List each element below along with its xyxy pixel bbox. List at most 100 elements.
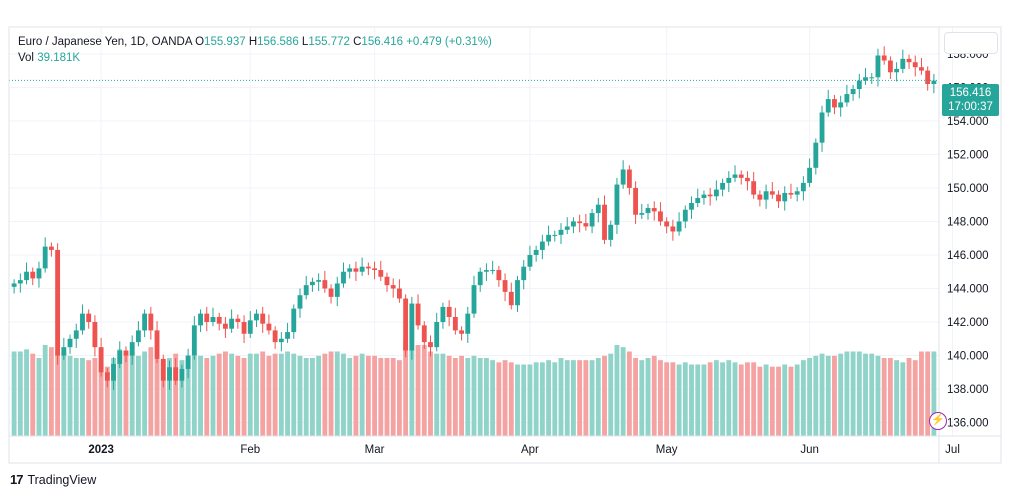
volume-bar [42, 345, 48, 436]
y-tick-label: 136.000 [947, 418, 989, 430]
volume-bar [788, 366, 794, 436]
volume-bar [403, 340, 409, 436]
candle-body [365, 266, 371, 269]
volume-bar [179, 360, 185, 436]
volume-bar [229, 353, 235, 436]
candle-body [807, 167, 813, 183]
volume-bar [142, 351, 148, 436]
volume-bar [608, 353, 614, 436]
candle-body [347, 268, 353, 272]
volume-bar [726, 360, 732, 436]
volume-bar [390, 358, 396, 436]
candle-body [484, 270, 489, 272]
candle-body [260, 313, 266, 324]
volume-bar [309, 358, 315, 436]
candle-body [173, 367, 179, 381]
candle-body [278, 338, 284, 343]
candle-body [620, 169, 626, 185]
candle-body [658, 211, 663, 222]
volume-bar [17, 351, 23, 436]
volume-bar [925, 351, 931, 436]
candle-body [738, 174, 744, 178]
candle-body [160, 358, 166, 381]
time-axis[interactable]: 2023 Feb Mar Apr May Jun Jul [88, 444, 960, 456]
candle-body [838, 102, 844, 108]
volume-bar [148, 347, 154, 436]
ohlc-row: Euro / Japanese Yen, 1D, OANDA O155.937 … [18, 34, 492, 50]
volume-bar [738, 364, 744, 436]
candle-body [720, 182, 726, 190]
candle-body [378, 270, 384, 277]
symbol-title[interactable]: Euro / Japanese Yen, 1D, OANDA [18, 36, 192, 48]
candle-body [477, 271, 483, 286]
volume-bar [813, 355, 819, 436]
y-tick-label: 140.000 [947, 351, 989, 363]
candle-body [316, 280, 322, 282]
candle-body [745, 177, 750, 182]
candle-body [776, 194, 781, 202]
volume-bar [825, 355, 831, 436]
candle-body [471, 285, 477, 314]
candle-body [695, 197, 701, 204]
candle-body [452, 316, 458, 331]
candle-body [589, 213, 595, 227]
candle-body [732, 174, 738, 178]
volume-bar [384, 358, 390, 436]
volume-bar [341, 353, 346, 436]
candle-body [676, 221, 682, 232]
chart-legend: Euro / Japanese Yen, 1D, OANDA O155.937 … [18, 34, 492, 66]
candle-body [800, 182, 806, 192]
volume-bar [800, 360, 806, 436]
scale-button[interactable] [944, 32, 998, 54]
candle-body [689, 203, 694, 210]
last-price-value: 156.416 [949, 87, 992, 99]
volume-bar [446, 355, 452, 436]
volume-bar [508, 362, 514, 436]
volume-bar [477, 358, 483, 436]
candle-body [30, 271, 36, 279]
volume-bar [291, 353, 297, 436]
volume-bar [185, 355, 191, 436]
candle-body [713, 189, 719, 197]
candle-body [614, 184, 620, 225]
lightning-icon[interactable]: ⚡ [929, 412, 947, 430]
candle-body [48, 246, 54, 250]
candle-body [191, 325, 197, 356]
candle-body [154, 330, 160, 359]
candle-body [583, 223, 589, 227]
volume-row: Vol 39.181K [18, 50, 492, 66]
volume-label[interactable]: Vol [18, 52, 34, 64]
volume-bar [334, 351, 340, 436]
y-tick-label: 146.000 [947, 250, 989, 262]
candle-body [111, 363, 116, 381]
volume-bar [154, 358, 160, 436]
candle-body [396, 288, 402, 299]
volume-bar [626, 351, 632, 436]
candle-body [24, 271, 29, 281]
tradingview-logo[interactable]: 17 TradingView [10, 472, 96, 487]
candle-body [819, 112, 825, 143]
volume-bar [732, 362, 738, 436]
volume-bar [365, 355, 371, 436]
volume-bar [80, 358, 85, 436]
volume-bar [794, 364, 800, 436]
y-tick-label: 138.000 [947, 384, 989, 396]
candle-body [825, 99, 831, 113]
candle-body [763, 191, 769, 200]
volume-bar [645, 358, 651, 436]
high-value: 156.586 [257, 36, 299, 48]
volume-bar [639, 360, 645, 436]
volume-bar [92, 358, 98, 436]
volume-bar [539, 362, 545, 436]
volume-bar [515, 364, 520, 436]
candle-body [633, 187, 639, 215]
candle-body [328, 288, 334, 297]
volume-bar [763, 364, 769, 436]
volume-bar [135, 355, 141, 436]
candle-body [515, 280, 520, 306]
volume-bar [434, 353, 440, 436]
close-label: C [353, 36, 362, 48]
volume-bar [98, 362, 104, 436]
